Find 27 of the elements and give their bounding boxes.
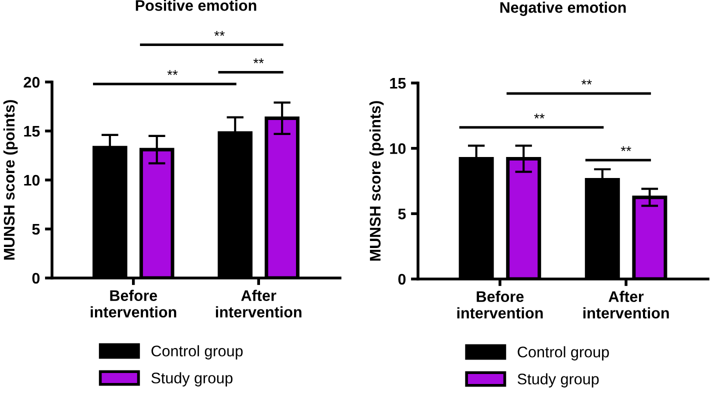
x-tick-label: After intervention [216, 290, 302, 318]
y-tick-label: 15 [24, 126, 40, 137]
annotation: ** [534, 114, 545, 118]
text: ** [253, 58, 264, 64]
x-tick-label: Before intervention [90, 290, 176, 318]
y-axis-title: MUNSH score (points) [3, 100, 18, 260]
annotation: ** [620, 146, 632, 152]
y-tick-label: 10 [390, 143, 406, 154]
legend-label: Control group [152, 345, 243, 360]
chart-title: Negative emotion [500, 2, 626, 16]
y-tick-label: 20 [24, 76, 40, 88]
y-tick-label: 10 [24, 174, 40, 186]
text: ** [167, 70, 178, 76]
y-tick-label: 0 [32, 272, 40, 284]
legend-label: Control group [518, 346, 609, 360]
y-axis-title: MUNSH score (points) [369, 101, 384, 261]
chart-title: Positive emotion [136, 0, 256, 11]
y-tick-label: 15 [390, 78, 406, 89]
text: ** [214, 30, 225, 36]
legend-label: Study group [518, 373, 599, 388]
x-tick-label: Before intervention [457, 290, 543, 318]
annotation: ** [581, 80, 592, 85]
x-tick-label: After intervention [583, 290, 669, 318]
y-tick-label: 0 [398, 274, 406, 285]
y-tick-label: 5 [32, 224, 40, 235]
legend-label: Study group [151, 372, 232, 386]
y-tick-label: 5 [398, 208, 406, 220]
